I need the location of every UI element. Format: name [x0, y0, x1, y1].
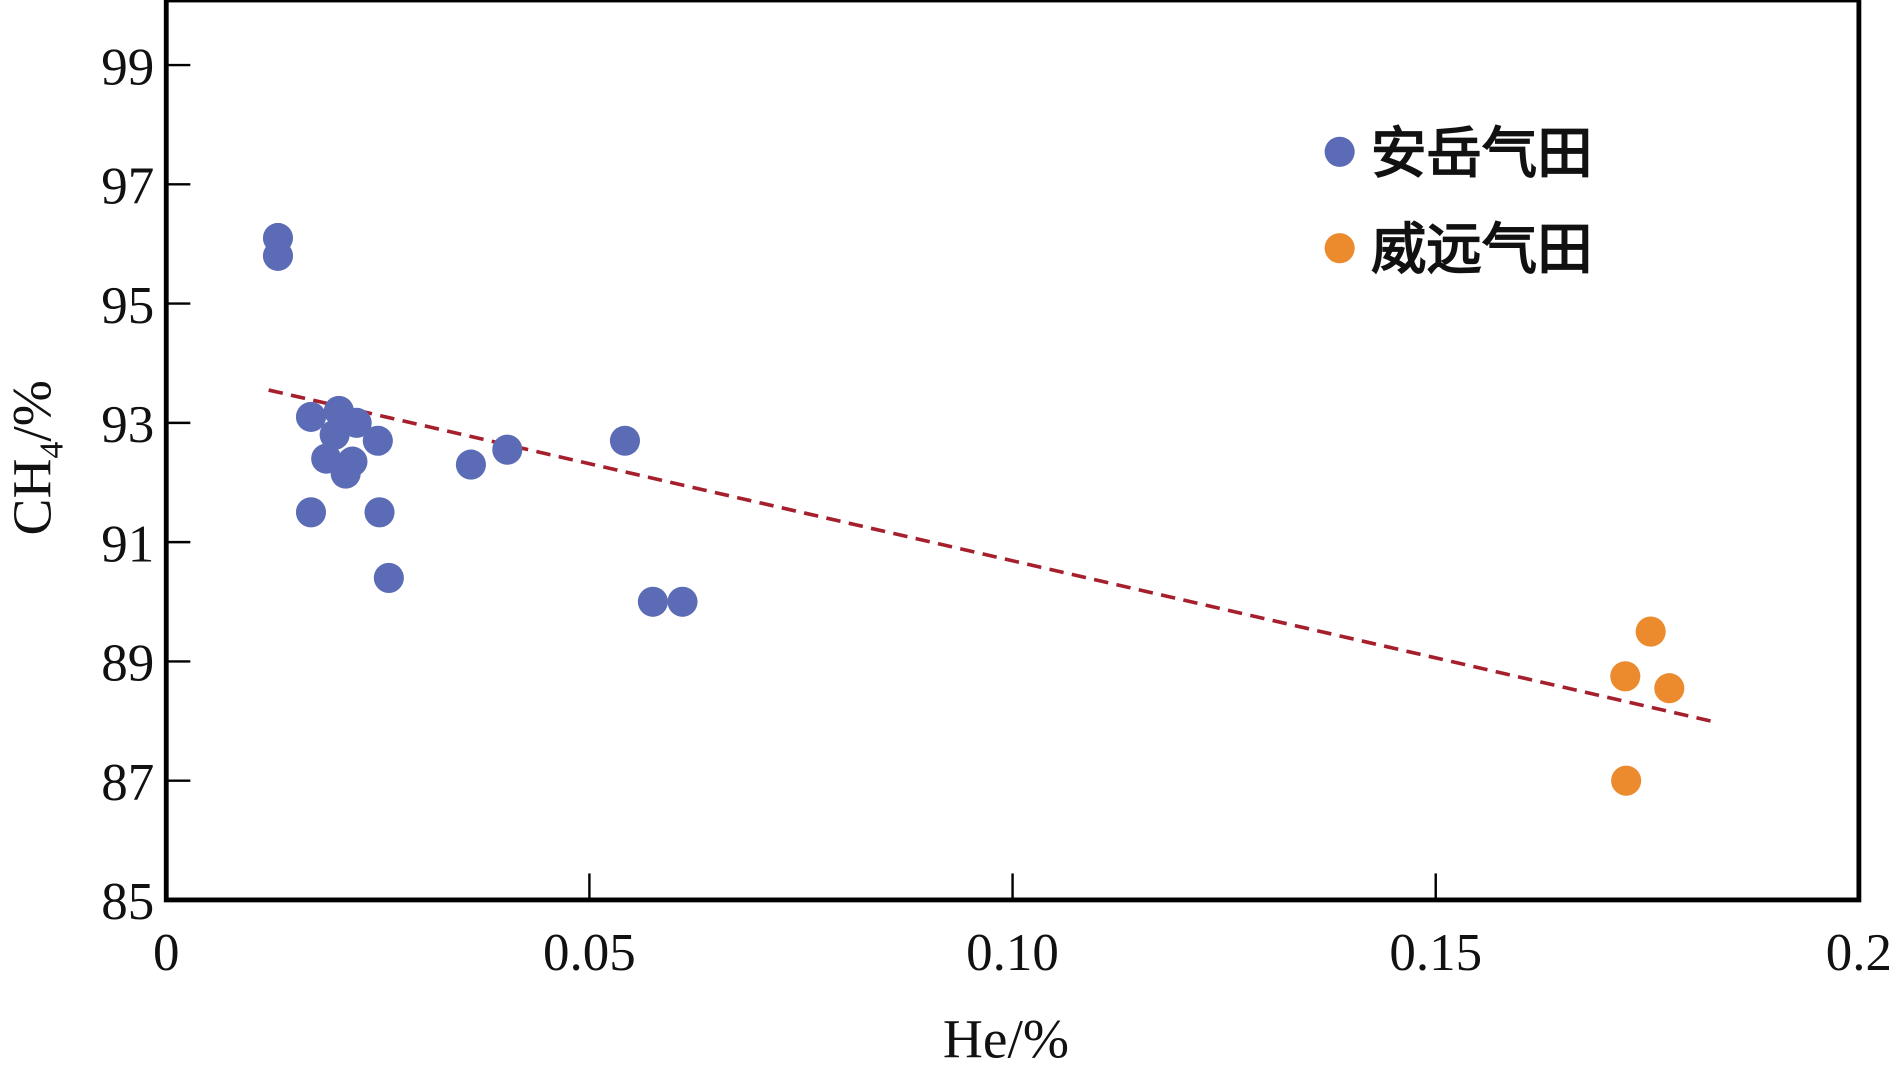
data-point — [637, 586, 668, 617]
data-point — [362, 425, 393, 456]
y-tick-label: 95 — [101, 277, 154, 335]
x-tick-label: 0.05 — [543, 924, 636, 982]
data-point — [373, 562, 404, 593]
data-point — [1611, 765, 1642, 796]
svg-text:CH4/%: CH4/% — [2, 380, 71, 535]
legend-label: 威远气田 — [1371, 219, 1593, 283]
legend-marker — [1324, 233, 1355, 264]
x-tick-label: 0 — [153, 924, 179, 982]
trend-line — [268, 388, 1712, 723]
x-tick-label: 0.2 — [1826, 924, 1889, 982]
data-point — [319, 419, 350, 450]
data-point — [295, 497, 327, 528]
data-point — [492, 434, 523, 465]
x-tick-label: 0.15 — [1389, 924, 1482, 982]
data-point — [330, 458, 361, 489]
y-tick-label: 93 — [101, 396, 154, 454]
y-tick-label: 89 — [101, 635, 154, 693]
data-point — [1635, 616, 1666, 647]
data-point — [341, 407, 372, 438]
y-axis-label: CH4/% — [2, 380, 71, 535]
y-tick-label: 85 — [101, 873, 154, 931]
y-tick-label: 87 — [101, 754, 154, 812]
data-point — [1610, 661, 1641, 692]
y-tick-label: 97 — [101, 158, 154, 216]
data-point — [262, 240, 294, 271]
y-tick-label: 91 — [101, 515, 154, 573]
x-axis-label: He/% — [943, 1009, 1069, 1070]
plot-frame — [163, 0, 1862, 903]
legend-label: 安岳气田 — [1371, 122, 1593, 186]
data-point — [667, 586, 698, 617]
data-point — [609, 425, 641, 456]
y-tick-label: 99 — [101, 38, 154, 96]
data-point — [1654, 673, 1685, 704]
data-point — [455, 449, 486, 480]
data-point — [295, 401, 327, 432]
data-point — [364, 497, 395, 528]
x-tick-label: 0.10 — [966, 924, 1059, 982]
legend-marker — [1324, 136, 1355, 167]
